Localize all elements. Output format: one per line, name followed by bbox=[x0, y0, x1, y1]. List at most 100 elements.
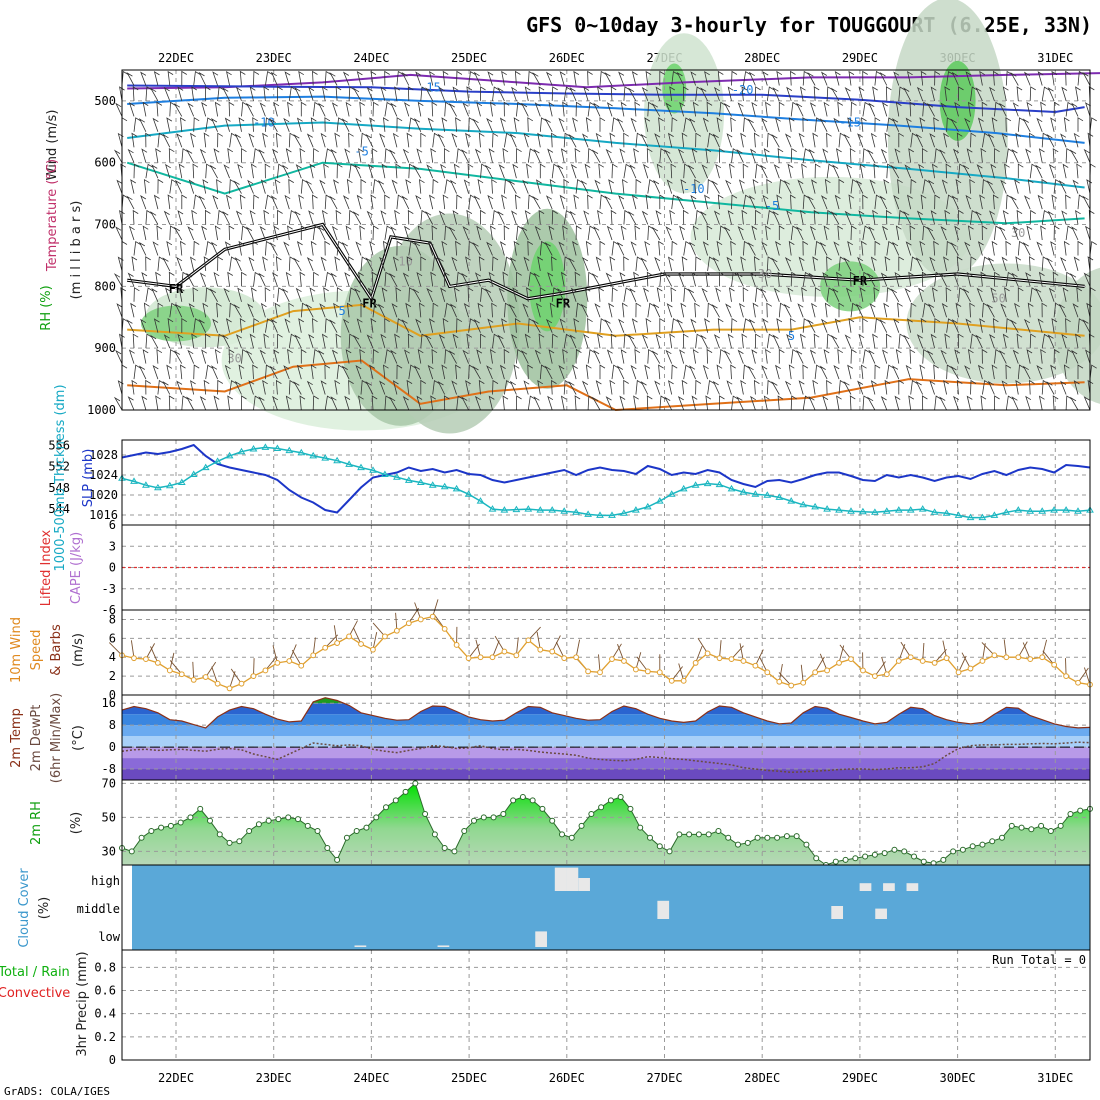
wind-barb bbox=[990, 287, 997, 302]
wind-barb bbox=[934, 70, 941, 86]
wind-barb bbox=[551, 379, 557, 395]
wind-barb bbox=[670, 163, 677, 179]
wind-barb bbox=[836, 271, 842, 287]
rh2m-point bbox=[128, 848, 135, 855]
wind-barb bbox=[260, 179, 267, 194]
wind-barb bbox=[258, 396, 266, 411]
wind-barb bbox=[538, 86, 545, 101]
wind-barb bbox=[348, 333, 356, 349]
wind-barb bbox=[1015, 380, 1022, 395]
wind10-ylabel-a: 10m Wind bbox=[9, 617, 24, 683]
wind-barb bbox=[1089, 364, 1097, 380]
wind-barb bbox=[1041, 86, 1050, 101]
wind-barb bbox=[522, 179, 529, 194]
wind-barb bbox=[890, 288, 900, 303]
wind-barb bbox=[563, 256, 571, 271]
wind-barb bbox=[249, 333, 256, 349]
wind-barb bbox=[725, 179, 732, 194]
wind-barb bbox=[776, 318, 783, 333]
wind-barb bbox=[235, 86, 242, 102]
temp-band bbox=[122, 703, 1090, 715]
wind-barb bbox=[451, 256, 458, 272]
wind-barb bbox=[557, 164, 565, 179]
wind-barb bbox=[181, 70, 188, 86]
wind-barb bbox=[431, 348, 438, 364]
wind-barb bbox=[352, 211, 362, 225]
wind-barb bbox=[389, 149, 398, 163]
wind-barb bbox=[217, 132, 224, 148]
date-label-top: 22DEC bbox=[158, 51, 194, 65]
cloud-bg bbox=[132, 865, 1090, 950]
slp-frame bbox=[121, 439, 1091, 526]
wind-barb bbox=[162, 257, 171, 272]
wind-barb bbox=[214, 225, 221, 241]
wind-barb bbox=[287, 225, 293, 241]
temp-contour-m5 bbox=[126, 161, 1085, 225]
wind-barb bbox=[987, 133, 995, 148]
rh2m-ytick: 30 bbox=[102, 844, 116, 858]
rh2m-point bbox=[901, 848, 908, 855]
wind-barb bbox=[227, 271, 234, 287]
wind-barb bbox=[168, 147, 175, 163]
wind-barb bbox=[859, 287, 866, 302]
wind-barb bbox=[497, 87, 505, 102]
wind-barb bbox=[462, 226, 469, 241]
temp2m-ytick: 8 bbox=[109, 718, 116, 732]
wind-barb bbox=[222, 334, 230, 349]
wind-barb bbox=[415, 71, 422, 86]
wind-barb bbox=[903, 334, 912, 349]
wind10-ytick: 0 bbox=[109, 688, 116, 702]
wind-barb bbox=[869, 179, 876, 194]
wind10-barb bbox=[169, 652, 175, 671]
temp-contour-label: -5 bbox=[354, 144, 368, 158]
wind-barb bbox=[226, 70, 232, 86]
thickness-point bbox=[357, 463, 365, 471]
wind-barb bbox=[820, 318, 828, 333]
wind-barb bbox=[1041, 178, 1048, 194]
rh-contour-label: 30 bbox=[227, 352, 241, 366]
wind-barb bbox=[190, 132, 196, 148]
wind-barb bbox=[599, 70, 607, 86]
wind-barb bbox=[293, 381, 302, 395]
thickness-point bbox=[978, 513, 987, 521]
wind-barb bbox=[826, 333, 834, 349]
wind-barb bbox=[295, 287, 302, 302]
wind-barb bbox=[300, 179, 308, 194]
wind-barb bbox=[333, 302, 339, 318]
wind-barb bbox=[905, 241, 912, 256]
wind-barb bbox=[575, 101, 582, 117]
wind-barb bbox=[429, 70, 435, 86]
wind-barb bbox=[766, 132, 774, 148]
rh2m-point bbox=[236, 838, 243, 845]
wind10-barb bbox=[598, 654, 601, 673]
wind-barb bbox=[702, 364, 709, 380]
wind-barb bbox=[465, 256, 471, 271]
wind-barb bbox=[640, 133, 649, 148]
wind-barb bbox=[763, 148, 770, 163]
wind-barb bbox=[944, 333, 951, 349]
wind-barb bbox=[765, 101, 771, 117]
wind-barb bbox=[310, 117, 317, 132]
wind-barb bbox=[211, 365, 218, 380]
wind-barb bbox=[468, 117, 475, 132]
wind-barb bbox=[861, 364, 867, 380]
wind-barb bbox=[324, 364, 331, 380]
wind-barb bbox=[611, 117, 619, 132]
wind-barb bbox=[929, 380, 936, 395]
wind-barb bbox=[946, 70, 954, 86]
wind-barb bbox=[796, 226, 804, 241]
wind-barb bbox=[127, 272, 135, 287]
wind10-barb bbox=[475, 639, 481, 658]
wind-barb bbox=[837, 101, 844, 117]
wind-barb bbox=[1063, 117, 1070, 132]
wind-barb bbox=[951, 71, 959, 86]
wind-barb bbox=[1050, 117, 1057, 132]
wind-barb bbox=[982, 132, 990, 148]
wind-barb bbox=[691, 271, 698, 287]
wind-barb bbox=[982, 256, 990, 271]
wind-barb bbox=[133, 163, 140, 179]
wind-barb bbox=[431, 101, 438, 117]
wind-barb bbox=[668, 380, 674, 395]
wind-barb bbox=[894, 271, 901, 287]
wind-barb bbox=[658, 117, 664, 132]
